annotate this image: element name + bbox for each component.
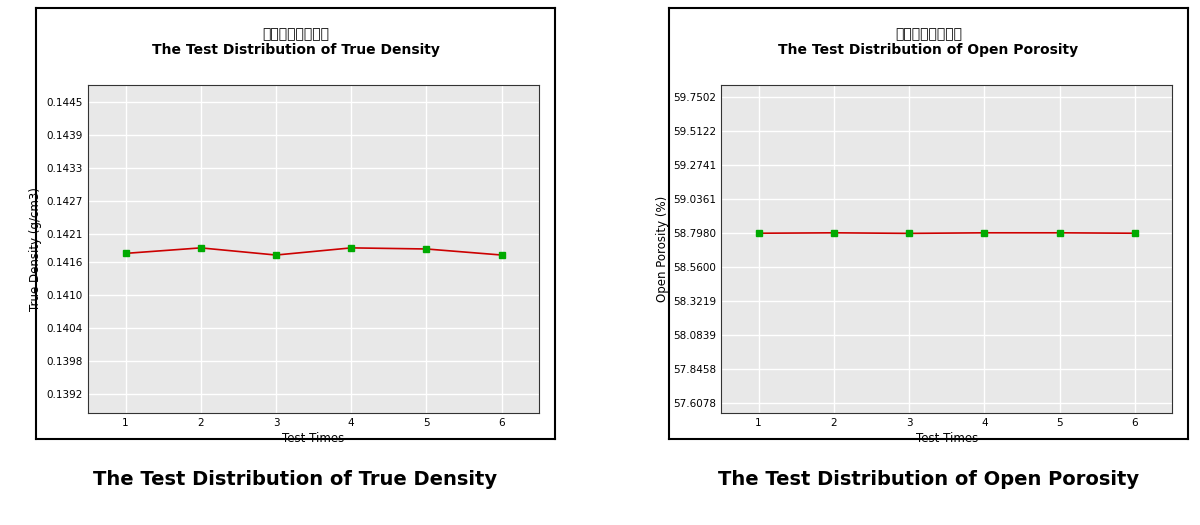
Text: 真密度测试分布图
The Test Distribution of True Density: 真密度测试分布图 The Test Distribution of True D… — [151, 27, 439, 57]
Text: 开孔率测试分布图
The Test Distribution of Open Porosity: 开孔率测试分布图 The Test Distribution of Open P… — [779, 27, 1079, 57]
Text: The Test Distribution of Open Porosity: The Test Distribution of Open Porosity — [718, 470, 1139, 489]
Text: The Test Distribution of True Density: The Test Distribution of True Density — [94, 470, 498, 489]
